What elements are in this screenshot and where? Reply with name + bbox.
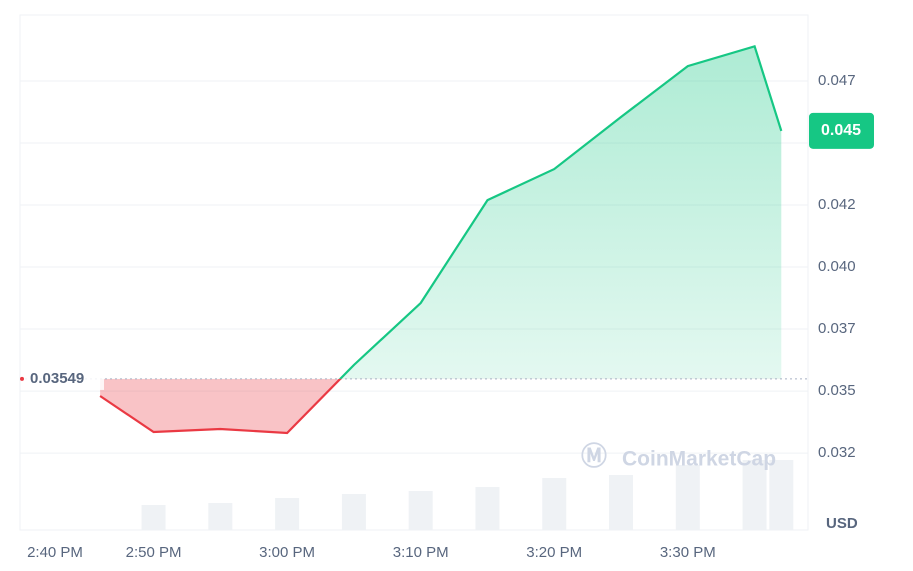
price-line-up xyxy=(338,44,783,379)
reference-label: 0.03549 xyxy=(30,370,84,387)
watermark-logo: Ⓜ xyxy=(581,441,607,471)
x-tick-label: 2:50 PM xyxy=(126,544,182,561)
y-tick-label: 0.032 xyxy=(818,444,856,461)
price-badge xyxy=(809,112,874,149)
volume-bar xyxy=(542,478,567,530)
watermark: CoinMarketCap xyxy=(622,448,776,471)
price-line-down xyxy=(99,378,342,435)
reference-dot xyxy=(20,376,24,381)
y-tick-label: 0.040 xyxy=(818,258,856,275)
volume-bar xyxy=(341,494,366,530)
volume-bar xyxy=(769,460,794,530)
y-tick-label: 0.042 xyxy=(818,196,856,213)
y-tick-label: 0.047 xyxy=(818,72,856,89)
volume-bar xyxy=(609,475,634,530)
volume-bar xyxy=(208,503,233,530)
volume-bar xyxy=(408,491,433,530)
volume-bar xyxy=(275,498,300,530)
x-tick-label: 2:40 PM xyxy=(27,544,83,561)
price-area-up xyxy=(100,46,782,379)
y-tick-label: 0.035 xyxy=(818,382,856,399)
x-tick-label: 3:10 PM xyxy=(393,544,449,561)
price-area-down xyxy=(100,378,341,433)
volume-bar xyxy=(675,465,700,530)
currency-label: USD xyxy=(826,515,858,532)
reference-label-bg xyxy=(24,367,104,390)
x-tick-label: 3:20 PM xyxy=(526,544,582,561)
price-badge-label: 0.045 xyxy=(821,122,861,139)
volume-bar xyxy=(475,487,500,530)
volume-bar xyxy=(141,505,166,530)
y-tick-label: 0.037 xyxy=(818,320,856,337)
x-tick-label: 3:30 PM xyxy=(660,544,716,561)
volume-bar xyxy=(742,460,767,530)
x-tick-label: 3:00 PM xyxy=(259,544,315,561)
